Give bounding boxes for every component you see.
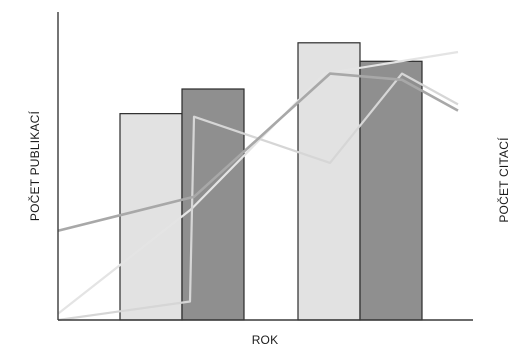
series-line-3: [57, 72, 459, 232]
series-line-1: [57, 50, 459, 315]
x-axis-label: ROK: [252, 333, 279, 347]
series-line-2: [57, 72, 459, 322]
bar-2-2: [359, 60, 423, 321]
bar-1-1: [119, 113, 183, 321]
plot-area: [57, 42, 459, 322]
bar-1-2: [297, 42, 361, 321]
y-axis-label-left: POČET PUBLIKACÍ: [27, 110, 42, 221]
y-axis-label-right: POČET CITACÍ: [496, 137, 508, 223]
